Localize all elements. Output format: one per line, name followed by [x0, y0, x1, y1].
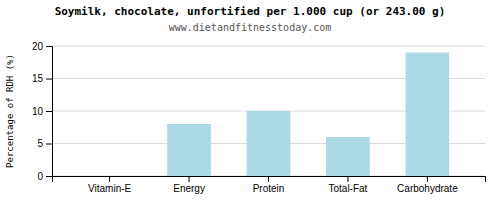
y-tick: 20 — [32, 41, 52, 52]
y-tick-mark — [46, 176, 52, 177]
x-tick: Vitamin-E — [88, 176, 131, 194]
bar — [167, 124, 211, 176]
x-axis: Vitamin-E Energy Protein Total-Fat Carbohydr… — [53, 176, 486, 194]
y-tick-mark — [46, 46, 52, 47]
x-tick-mark — [347, 176, 348, 182]
subtitle: www.dietandfitnesstoday.com — [169, 22, 332, 33]
title: Soymilk, chocolate, unfortified per 1.00… — [55, 5, 446, 18]
y-tick-label: 20 — [32, 41, 44, 52]
x-tick-mark — [109, 176, 110, 182]
bar — [88, 176, 132, 177]
grid-line — [52, 46, 485, 47]
y-tick: 15 — [32, 73, 52, 84]
x-tick: Total-Fat — [328, 176, 367, 194]
y-tick-label: 15 — [32, 73, 44, 84]
y-tick: 0 — [37, 171, 52, 182]
x-tick-label: Carbohydrate — [397, 183, 458, 194]
x-tick: Energy — [173, 176, 205, 194]
y-axis: 0 5 10 15 20 — [32, 41, 53, 182]
y-tick-mark — [46, 144, 52, 145]
plot: 0 5 10 15 20 Vitamin-E Energy Protein Total-Fat C… — [32, 41, 486, 194]
x-tick-label: Energy — [173, 183, 205, 194]
y-axis-title: Percentage of RDH (%) — [5, 54, 15, 168]
x-tick: Protein — [253, 176, 285, 194]
x-axis-line — [53, 177, 486, 183]
y-tick-label: 10 — [32, 106, 44, 117]
bar — [326, 137, 370, 176]
y-tick-label: 5 — [37, 138, 43, 149]
grid — [52, 46, 485, 176]
x-tick-label: Total-Fat — [328, 183, 367, 194]
y-tick-mark — [46, 111, 52, 112]
x-tick-mark — [268, 176, 269, 182]
x-tick-mark — [427, 176, 428, 182]
y-tick: 10 — [32, 106, 52, 117]
x-tick-label: Protein — [253, 183, 285, 194]
chart: Soymilk, chocolate, unfortified per 1.00… — [0, 0, 500, 200]
x-tick-label: Vitamin-E — [88, 183, 131, 194]
y-tick-mark — [46, 79, 52, 80]
x-tick: Carbohydrate — [397, 176, 458, 194]
y-tick: 5 — [37, 138, 52, 149]
x-tick-mark — [189, 176, 190, 182]
bars — [167, 53, 449, 177]
y-tick-label: 0 — [37, 171, 43, 182]
bar — [406, 53, 450, 177]
bar — [247, 111, 291, 176]
y-axis-line — [46, 47, 53, 177]
